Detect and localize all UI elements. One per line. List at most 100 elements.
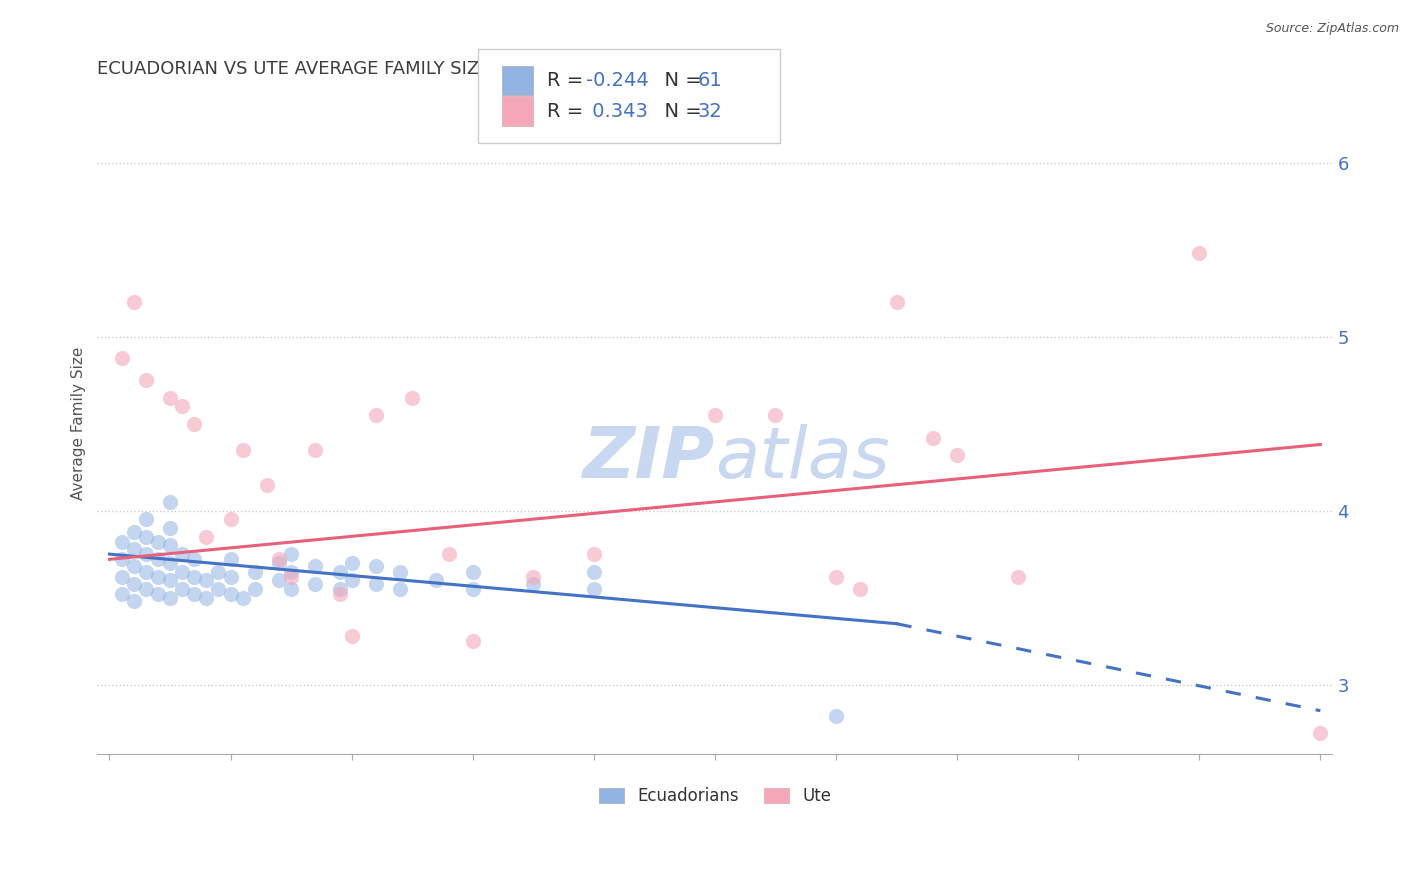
Point bbox=[122, 541, 145, 556]
Point bbox=[159, 591, 181, 605]
Point bbox=[232, 442, 254, 457]
Point bbox=[328, 582, 350, 596]
Point bbox=[582, 565, 605, 579]
Point bbox=[582, 582, 605, 596]
Point bbox=[110, 587, 132, 601]
Point bbox=[122, 524, 145, 539]
Point bbox=[1188, 246, 1211, 260]
Point bbox=[183, 552, 205, 566]
Point bbox=[946, 448, 969, 462]
Point bbox=[267, 556, 290, 570]
Point bbox=[135, 547, 157, 561]
Point bbox=[364, 559, 387, 574]
Point bbox=[219, 587, 242, 601]
Point bbox=[304, 576, 326, 591]
Point bbox=[232, 591, 254, 605]
Point bbox=[159, 495, 181, 509]
Point bbox=[304, 559, 326, 574]
Point bbox=[437, 547, 460, 561]
Point bbox=[280, 570, 302, 584]
Point bbox=[135, 512, 157, 526]
Point bbox=[207, 582, 229, 596]
Point bbox=[425, 573, 447, 587]
Text: R =: R = bbox=[547, 102, 589, 120]
Point bbox=[183, 417, 205, 431]
Y-axis label: Average Family Size: Average Family Size bbox=[72, 347, 86, 500]
Point bbox=[825, 709, 848, 723]
Point bbox=[461, 634, 484, 648]
Point bbox=[256, 477, 278, 491]
Point bbox=[328, 587, 350, 601]
Point bbox=[328, 565, 350, 579]
Point bbox=[110, 351, 132, 365]
Text: N =: N = bbox=[652, 102, 709, 120]
Point bbox=[159, 573, 181, 587]
Point bbox=[135, 530, 157, 544]
Point bbox=[401, 391, 423, 405]
Point bbox=[389, 582, 412, 596]
Point bbox=[849, 582, 872, 596]
Point bbox=[921, 431, 943, 445]
Point bbox=[1309, 726, 1331, 740]
Point bbox=[172, 565, 194, 579]
Point bbox=[135, 565, 157, 579]
Text: 0.343: 0.343 bbox=[586, 102, 648, 120]
Point bbox=[172, 399, 194, 413]
Point bbox=[146, 535, 169, 549]
Point bbox=[582, 547, 605, 561]
Point bbox=[267, 573, 290, 587]
Text: R =: R = bbox=[547, 71, 589, 90]
Point bbox=[122, 294, 145, 309]
Point bbox=[110, 535, 132, 549]
Point bbox=[195, 530, 218, 544]
Point bbox=[183, 570, 205, 584]
Point bbox=[207, 565, 229, 579]
Point bbox=[195, 591, 218, 605]
Point bbox=[122, 594, 145, 608]
Point bbox=[172, 582, 194, 596]
Point bbox=[146, 552, 169, 566]
Point bbox=[703, 408, 725, 422]
Point bbox=[340, 629, 363, 643]
Point bbox=[219, 552, 242, 566]
Point bbox=[461, 582, 484, 596]
Point bbox=[243, 565, 266, 579]
Text: ZIP: ZIP bbox=[582, 424, 714, 493]
Point bbox=[340, 573, 363, 587]
Point bbox=[172, 547, 194, 561]
Point bbox=[219, 570, 242, 584]
Point bbox=[886, 294, 908, 309]
Point bbox=[146, 587, 169, 601]
Point bbox=[364, 576, 387, 591]
Point bbox=[159, 521, 181, 535]
Text: -0.244: -0.244 bbox=[586, 71, 650, 90]
Point bbox=[122, 559, 145, 574]
Point bbox=[522, 576, 544, 591]
Text: Source: ZipAtlas.com: Source: ZipAtlas.com bbox=[1265, 22, 1399, 36]
Point bbox=[159, 391, 181, 405]
Point bbox=[122, 576, 145, 591]
Point bbox=[110, 552, 132, 566]
Point bbox=[195, 573, 218, 587]
Point bbox=[1007, 570, 1029, 584]
Point bbox=[280, 582, 302, 596]
Point bbox=[267, 552, 290, 566]
Point bbox=[825, 570, 848, 584]
Point bbox=[219, 512, 242, 526]
Text: atlas: atlas bbox=[714, 424, 890, 493]
Point bbox=[135, 373, 157, 387]
Point bbox=[389, 565, 412, 579]
Point bbox=[340, 556, 363, 570]
Text: 61: 61 bbox=[697, 71, 723, 90]
Text: ECUADORIAN VS UTE AVERAGE FAMILY SIZE CORRELATION CHART: ECUADORIAN VS UTE AVERAGE FAMILY SIZE CO… bbox=[97, 60, 692, 78]
Point bbox=[135, 582, 157, 596]
Point bbox=[159, 538, 181, 552]
Text: N =: N = bbox=[652, 71, 709, 90]
Text: 32: 32 bbox=[697, 102, 723, 120]
Point bbox=[146, 570, 169, 584]
Point bbox=[280, 547, 302, 561]
Point bbox=[304, 442, 326, 457]
Point bbox=[159, 556, 181, 570]
Point bbox=[280, 565, 302, 579]
Point bbox=[765, 408, 787, 422]
